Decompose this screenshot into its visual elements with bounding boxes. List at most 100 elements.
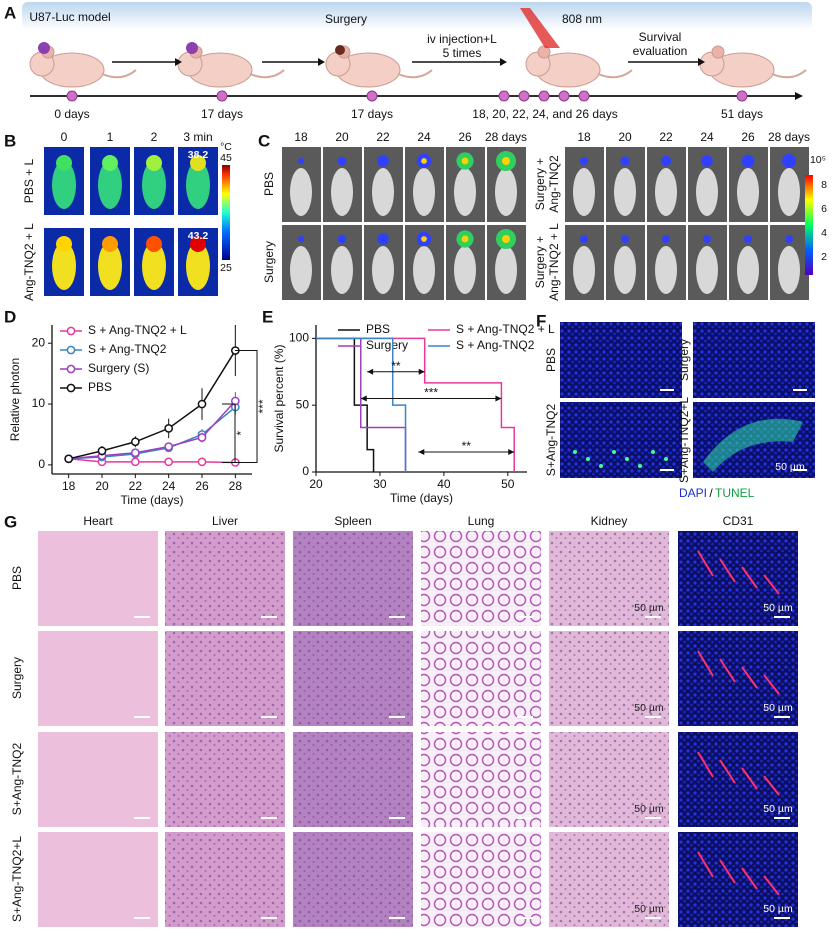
y-tick-label: 100: [289, 331, 309, 345]
panel-label: A: [4, 3, 16, 22]
thermal-mouse: [52, 242, 76, 290]
cd31-vessel: [741, 767, 758, 790]
x-axis-label: Time (days): [390, 491, 453, 505]
colorbar: [222, 165, 230, 260]
cd31-vessel: [719, 558, 736, 583]
bli-signal: [741, 154, 755, 168]
thermal-mouse: [142, 242, 166, 290]
cd31-vessel: [719, 658, 736, 683]
time-point: [518, 90, 530, 102]
panel-label: F: [536, 311, 546, 330]
row-label: S+Ang-TNQ2+L: [10, 836, 24, 922]
bli-core: [421, 236, 427, 242]
significance-bracket: [222, 403, 236, 463]
x-axis-label: Time (days): [121, 493, 184, 507]
arrowhead: [175, 58, 182, 66]
bli-mouse: [737, 246, 759, 294]
time-point: [558, 90, 570, 102]
bli-mouse: [614, 246, 636, 294]
histology-texture: [421, 631, 541, 726]
x-tick-label: 22: [129, 479, 143, 493]
row-label: S+Ang-TNQ2+L: [677, 397, 691, 483]
label: evaluation: [633, 44, 688, 58]
bli-mouse: [413, 168, 435, 216]
time-point: [66, 90, 78, 102]
y-axis-label: Survival percent (%): [272, 344, 286, 452]
bli-mouse: [737, 168, 759, 216]
significance: ***: [424, 386, 438, 400]
histology-texture: [165, 732, 285, 827]
time-point: [578, 90, 590, 102]
row-label: Surgery +: [533, 158, 547, 210]
bli-signal: [785, 235, 793, 243]
timeline-label: 17 days: [201, 107, 243, 121]
legend-label: PBS: [366, 322, 390, 336]
column-label: 3 min: [183, 130, 212, 144]
column-label: 26: [458, 130, 472, 144]
significance-bracket: [235, 350, 258, 463]
x-tick-label: 50: [501, 477, 515, 491]
temperature: 38.2: [188, 149, 209, 161]
nuclei: [693, 322, 815, 398]
row-label: Surgery: [10, 657, 24, 699]
marker: [130, 437, 140, 447]
thermal-head: [56, 155, 72, 171]
bli-mouse: [573, 246, 595, 294]
label: 10⁵: [810, 154, 826, 166]
histology-image: [38, 531, 158, 626]
histology-texture: [165, 832, 285, 927]
x-tick-label: 30: [373, 477, 387, 491]
cd31-vessel: [741, 867, 758, 890]
time-point: [216, 90, 228, 102]
marker: [197, 433, 207, 442]
bli-signal: [337, 156, 347, 166]
thermal-head: [190, 236, 206, 252]
bli-mouse: [614, 168, 636, 216]
mouse-tail: [771, 69, 807, 79]
thermal-head: [190, 155, 206, 171]
bli-mouse: [495, 168, 517, 216]
time-point: [366, 90, 378, 102]
cd31-vessel: [763, 775, 780, 796]
y-axis-label: Relative photon: [8, 358, 22, 441]
panel-label: G: [4, 512, 17, 531]
scale-label: 50 µm: [634, 702, 664, 714]
bli-mouse: [372, 168, 394, 216]
histology-texture: [293, 531, 413, 626]
label: Survival: [639, 30, 682, 44]
time-point: [538, 90, 550, 102]
label: 2: [821, 251, 827, 263]
panel-label: C: [258, 131, 270, 150]
column-label: 20: [335, 130, 349, 144]
cd31-vessel: [719, 859, 736, 884]
bli-mouse: [454, 168, 476, 216]
series-line: [68, 458, 236, 464]
thermal-head: [146, 155, 162, 171]
bli-signal: [782, 154, 796, 168]
cd31-vessel: [719, 759, 736, 784]
mouse-tail: [397, 69, 433, 79]
row-label: Ang-TNQ2 + L: [547, 223, 561, 301]
cd31-vessel: [697, 650, 714, 677]
column-label: 28 days: [768, 130, 810, 144]
column-label: Kidney: [591, 514, 628, 528]
scale-label: 50 µm: [763, 803, 793, 815]
thermal-mouse: [186, 161, 210, 209]
marker: [130, 457, 140, 467]
marker: [97, 446, 107, 456]
bli-signal: [660, 155, 672, 167]
row-label: Ang-TNQ2: [547, 155, 561, 213]
cd31-vessel: [697, 751, 714, 778]
y-tick-label: 50: [296, 397, 310, 411]
tunel-signal: [573, 450, 577, 454]
thermal-mouse: [142, 161, 166, 209]
label: 5 times: [443, 46, 482, 60]
time-point: [498, 90, 510, 102]
series-line: [68, 400, 236, 460]
histology-texture: [165, 531, 285, 626]
time-point: [736, 90, 748, 102]
marker: [164, 442, 174, 451]
cd31-vessel: [741, 566, 758, 589]
